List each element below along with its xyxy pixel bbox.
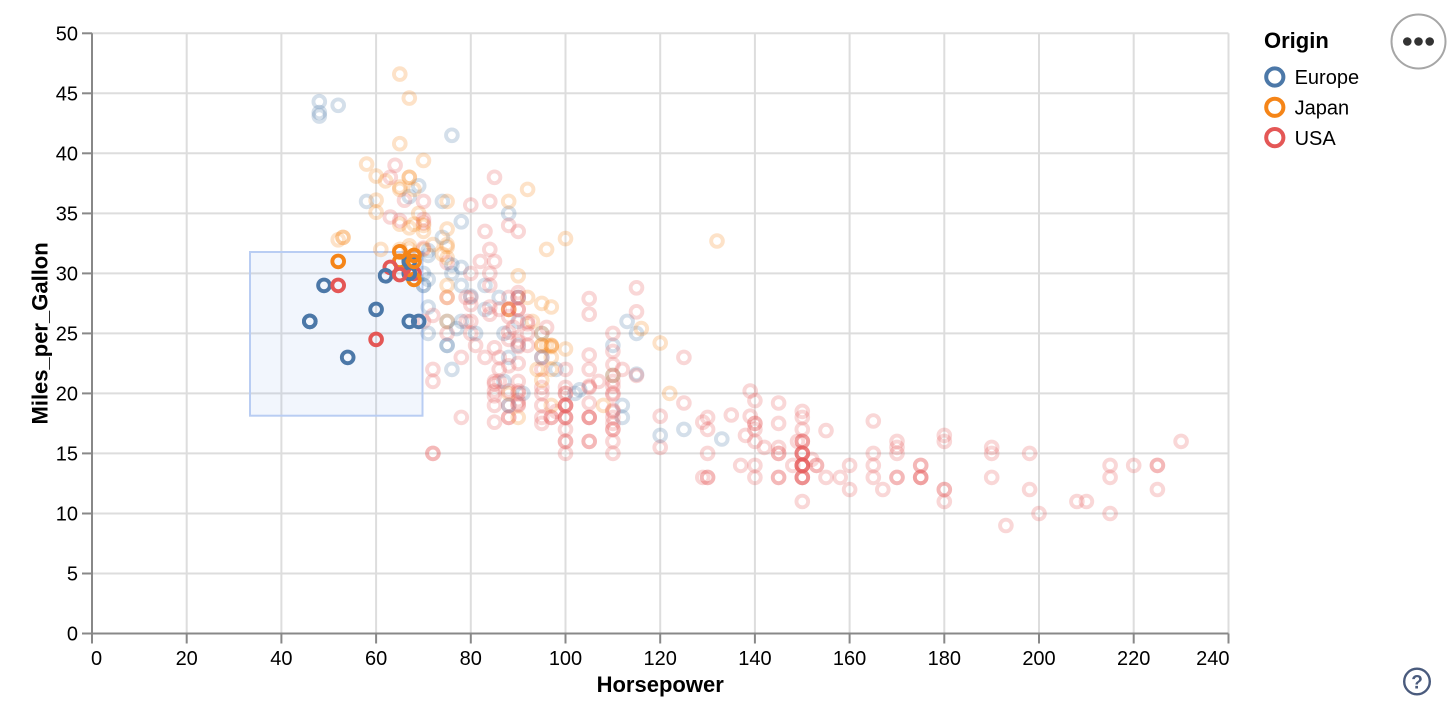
svg-text:20: 20 — [176, 648, 198, 670]
svg-text:40: 40 — [270, 648, 292, 670]
svg-text:160: 160 — [833, 648, 866, 670]
svg-text:45: 45 — [56, 84, 78, 106]
svg-text:Origin: Origin — [1264, 28, 1329, 53]
svg-text:240: 240 — [1196, 648, 1229, 670]
svg-text:120: 120 — [644, 648, 677, 670]
svg-text:Europe: Europe — [1295, 67, 1360, 89]
svg-text:0: 0 — [91, 648, 102, 670]
svg-text:100: 100 — [549, 648, 582, 670]
svg-text:35: 35 — [56, 204, 78, 226]
svg-text:200: 200 — [1022, 648, 1055, 670]
svg-text:80: 80 — [460, 648, 482, 670]
svg-text:15: 15 — [56, 444, 78, 466]
svg-text:25: 25 — [56, 324, 78, 346]
svg-text:60: 60 — [365, 648, 387, 670]
svg-text:220: 220 — [1117, 648, 1150, 670]
svg-text:50: 50 — [56, 24, 78, 46]
svg-text:180: 180 — [928, 648, 961, 670]
svg-text:Horsepower: Horsepower — [597, 672, 725, 697]
svg-text:5: 5 — [67, 564, 78, 586]
svg-text:?: ? — [1411, 673, 1423, 694]
svg-text:140: 140 — [738, 648, 771, 670]
svg-text:Miles_per_Gallon: Miles_per_Gallon — [28, 242, 53, 424]
svg-text:20: 20 — [56, 384, 78, 406]
svg-text:USA: USA — [1295, 128, 1337, 150]
svg-text:40: 40 — [56, 144, 78, 166]
svg-text:Japan: Japan — [1295, 98, 1350, 120]
svg-text:10: 10 — [56, 504, 78, 526]
svg-text:0: 0 — [67, 624, 78, 646]
svg-text:30: 30 — [56, 264, 78, 286]
